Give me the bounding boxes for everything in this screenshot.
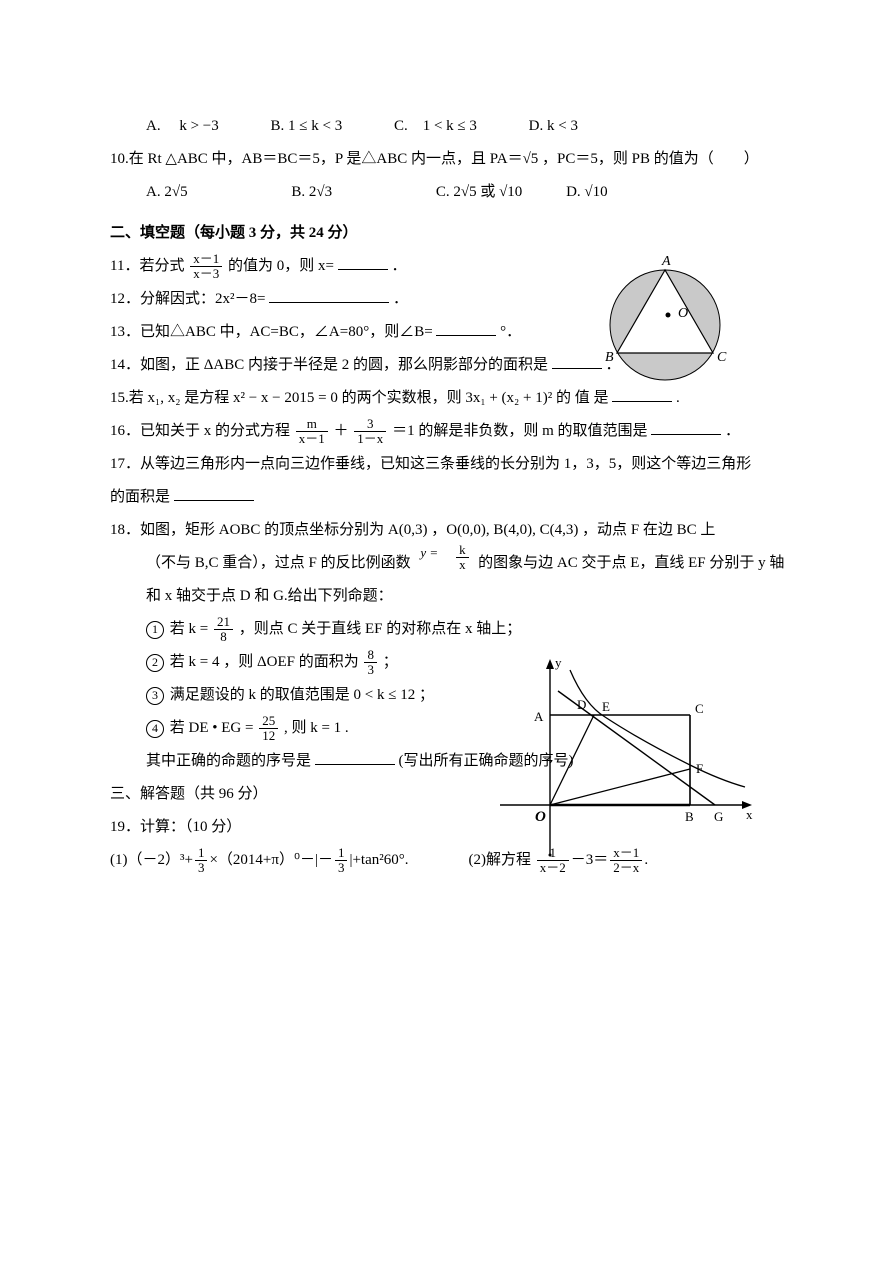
q16-blank (651, 419, 721, 435)
section-2-title: 二、填空题（每小题 3 分，共 24 分） (110, 217, 782, 250)
q16-pre: 16．已知关于 x 的分式方程 (110, 423, 290, 439)
circled-1: 1 (146, 621, 164, 639)
q12-tail: ． (393, 291, 408, 307)
q18-p1: 1 若 k = 21 8 ，则点 C 关于直线 EF 的对称点在 x 轴上； (110, 613, 782, 646)
q9-opt-d: D. k < 3 (529, 110, 578, 143)
page-root: A. k > −3 B. 1 ≤ k < 3 C. 1 < k ≤ 3 D. k… (0, 0, 892, 1262)
q10-options: A. 2√5 B. 2√3 C. 2√5 或 √10 D. √10 (110, 176, 782, 209)
q17-a: 17．从等边三角形内一点向三边作垂线，已知这三条垂线的长分别为 1，3，5，则这… (110, 448, 782, 481)
q19-row: (1)（－2）³+13×（2014+π）⁰－|－13|+tan²60°. (2)… (110, 844, 782, 877)
q15-blank (612, 386, 672, 402)
q11-pre: 11．若分式 (110, 258, 184, 274)
q17-blank (174, 485, 254, 501)
q9-opt-a: A. k > −3 (146, 110, 219, 143)
q18-p2-frac: 8 3 (364, 648, 377, 676)
q16-tail: ． (725, 423, 740, 439)
q15-tail: . (676, 390, 680, 406)
q18-p1-frac: 21 8 (214, 615, 233, 643)
q16-plus: ＋ (334, 423, 349, 439)
q10-opt-c: C. 2√5 或 √10 (436, 176, 522, 209)
q10-opt-a: A. 2√5 (146, 176, 188, 209)
q19-title: 19．计算：（10 分） (110, 811, 782, 844)
q18-p4: 4 若 DE • EG = 25 12 , 则 k = 1 . (110, 712, 782, 745)
q15-pre: 15.若 x₁, x₂ 是方程 x² − x − 2015 = 0 的两个实数根… (110, 390, 612, 406)
q11-tail: ． (391, 258, 406, 274)
q18-l2a: （不与 B,C 重合），过点 F 的反比例函数 (146, 555, 411, 571)
q12: 12．分解因式：2x²－8= ． (110, 283, 782, 316)
q19-2: (2)解方程 1x－2－3＝x－12－x. (469, 844, 649, 877)
q16: 16．已知关于 x 的分式方程 m x－1 ＋ 3 1－x ＝1 的解是非负数，… (110, 415, 782, 448)
q19-1: (1)（－2）³+13×（2014+π）⁰－|－13|+tan²60°. (110, 844, 409, 877)
q18-p4-frac: 25 12 (259, 714, 278, 742)
q11: 11．若分式 x－1 x－3 的值为 0，则 x= ． (110, 250, 782, 283)
q16-frac2: 3 1－x (354, 417, 386, 445)
q12-blank (269, 287, 389, 303)
q16-frac1: m x－1 (296, 417, 328, 445)
q14: 14．如图，正 ΔABC 内接于半径是 2 的圆，那么阴影部分的面积是 ． (110, 349, 782, 382)
section-3-title: 三、解答题（共 96 分） (110, 778, 782, 811)
q14-pre: 14．如图，正 ΔABC 内接于半径是 2 的圆，那么阴影部分的面积是 (110, 357, 548, 373)
q11-frac: x－1 x－3 (190, 252, 222, 280)
q13-pre: 13．已知△ABC 中，AC=BC，∠A=80°，则∠B= (110, 324, 433, 340)
circled-4: 4 (146, 720, 164, 738)
q18-l2b: 的图象与边 AC 交于点 E，直线 EF 分别于 y 轴 (478, 555, 784, 571)
q18-blank (315, 749, 395, 765)
q11-blank (338, 254, 388, 270)
q10-opt-d: D. √10 (566, 176, 608, 209)
q9-opt-c: C. 1 < k ≤ 3 (394, 110, 477, 143)
q18-l2: （不与 B,C 重合），过点 F 的反比例函数 y = k x 的图象与边 AC… (110, 547, 782, 580)
q16-post: ＝1 的解是非负数，则 m 的取值范围是 (392, 423, 647, 439)
q18-yfrac: k x (456, 543, 469, 571)
q18-l1: 18．如图，矩形 AOBC 的顶点坐标分别为 A(0,3) ，O(0,0), B… (110, 514, 782, 547)
circled-2: 2 (146, 654, 164, 672)
q18-p3: 3 满足题设的 k 的取值范围是 0 < k ≤ 12 ； (110, 679, 782, 712)
q14-blank (552, 353, 602, 369)
q13-tail: °． (500, 324, 521, 340)
q13-blank (436, 320, 496, 336)
q10-opt-b: B. 2√3 (291, 176, 332, 209)
q14-tail: ． (606, 357, 621, 373)
q12-pre: 12．分解因式：2x²－8= (110, 291, 265, 307)
q18-yeq: y = (420, 539, 438, 568)
q9-opt-b: B. 1 ≤ k < 3 (271, 110, 343, 143)
q18-l3: 和 x 轴交于点 D 和 G.给出下列命题： (110, 580, 782, 613)
q11-post: 的值为 0，则 x= (228, 258, 334, 274)
q9-options: A. k > −3 B. 1 ≤ k < 3 C. 1 < k ≤ 3 D. k… (110, 110, 782, 143)
q17-b: 的面积是 (110, 481, 782, 514)
circled-3: 3 (146, 687, 164, 705)
q13: 13．已知△ABC 中，AC=BC，∠A=80°，则∠B= °． (110, 316, 782, 349)
q18-last: 其中正确的命题的序号是 (写出所有正确命题的序号) (110, 745, 782, 778)
q15: 15.若 x₁, x₂ 是方程 x² − x − 2015 = 0 的两个实数根… (110, 382, 782, 415)
q18-p2: 2 若 k = 4 ，则 ΔOEF 的面积为 8 3 ； (110, 646, 782, 679)
q10-text: 10.在 Rt △ABC 中，AB＝BC＝5，P 是△ABC 内一点，且 PA＝… (110, 143, 782, 176)
